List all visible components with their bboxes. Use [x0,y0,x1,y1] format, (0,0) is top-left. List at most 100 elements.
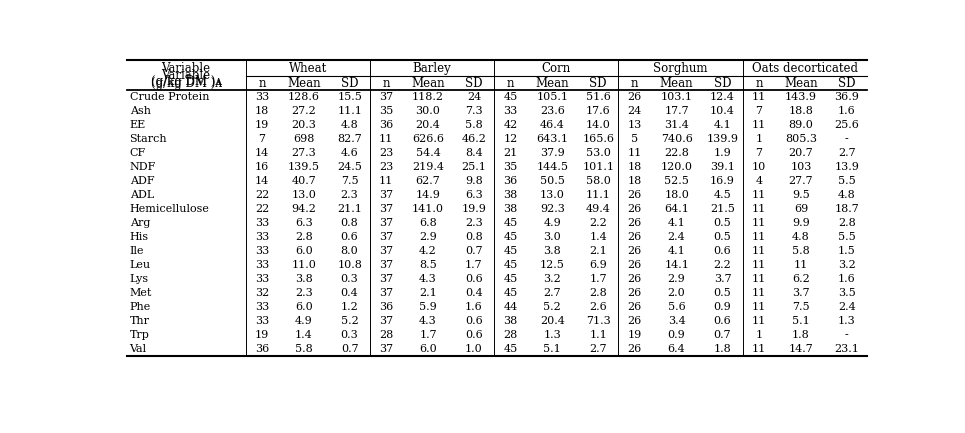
Text: 1: 1 [756,134,762,144]
Text: 2.2: 2.2 [713,260,731,270]
Text: 4.8: 4.8 [341,120,358,130]
Text: 38: 38 [504,317,517,326]
Text: 38: 38 [504,191,517,200]
Text: 139.5: 139.5 [288,162,319,172]
Text: 52.5: 52.5 [664,176,689,186]
Text: 46.4: 46.4 [539,120,565,130]
Text: Sorghum: Sorghum [653,62,708,75]
Text: 37: 37 [379,233,394,242]
Text: Corn: Corn [541,62,571,75]
Text: 8.4: 8.4 [465,149,482,158]
Text: Oats decorticated: Oats decorticated [752,62,858,75]
Text: 2.0: 2.0 [668,288,685,298]
Text: 4.8: 4.8 [838,191,856,200]
Text: 51.6: 51.6 [586,92,611,102]
Text: 9.5: 9.5 [792,191,810,200]
Text: 10.8: 10.8 [337,260,362,270]
Text: 11: 11 [752,233,766,242]
Text: Crude Protein: Crude Protein [129,92,209,102]
Text: 3.7: 3.7 [792,288,810,298]
Text: 11: 11 [752,191,766,200]
Text: 58.0: 58.0 [586,176,611,186]
Text: 92.3: 92.3 [539,204,565,214]
Text: 2.1: 2.1 [419,288,437,298]
Text: 26: 26 [627,191,642,200]
Text: 0.9: 0.9 [713,302,731,312]
Text: 24: 24 [467,92,481,102]
Text: 0.8: 0.8 [341,218,358,228]
Text: 6.4: 6.4 [668,344,685,354]
Text: 71.3: 71.3 [586,317,611,326]
Text: 33: 33 [504,107,517,116]
Text: 37: 37 [379,92,394,102]
Text: 144.5: 144.5 [537,162,568,172]
Text: 37: 37 [379,246,394,256]
Text: Ile: Ile [129,246,144,256]
Text: 101.1: 101.1 [582,162,614,172]
Text: 1.6: 1.6 [465,302,482,312]
Text: 8.0: 8.0 [341,246,358,256]
Text: SD: SD [341,77,358,90]
Text: 643.1: 643.1 [537,134,568,144]
Text: 2.7: 2.7 [590,344,607,354]
Text: 1.9: 1.9 [713,149,731,158]
Text: 5.2: 5.2 [543,302,562,312]
Text: 141.0: 141.0 [412,204,444,214]
Text: 18: 18 [627,176,642,186]
Text: ADL: ADL [129,191,153,200]
Text: 46.2: 46.2 [461,134,486,144]
Text: 3.2: 3.2 [838,260,856,270]
Text: 5.6: 5.6 [668,302,685,312]
Text: 1.7: 1.7 [590,275,607,284]
Text: 2.2: 2.2 [590,218,607,228]
Text: 2.4: 2.4 [668,233,685,242]
Text: 89.0: 89.0 [788,120,813,130]
Text: 20.3: 20.3 [291,120,317,130]
Text: 23: 23 [379,162,394,172]
Text: 1.3: 1.3 [543,330,562,340]
Text: Lys: Lys [129,275,149,284]
Text: 39.1: 39.1 [710,162,735,172]
Text: 37: 37 [379,191,394,200]
Text: 37: 37 [379,344,394,354]
Text: 20.7: 20.7 [788,149,813,158]
Text: Leu: Leu [129,260,151,270]
Text: 54.4: 54.4 [416,149,440,158]
Text: 626.6: 626.6 [412,134,444,144]
Text: 26: 26 [627,260,642,270]
Text: Arg: Arg [129,218,150,228]
Text: 11: 11 [752,92,766,102]
Text: 4.1: 4.1 [668,218,685,228]
Text: 24.5: 24.5 [337,162,362,172]
Text: 3.8: 3.8 [295,275,313,284]
Text: 4.6: 4.6 [341,149,358,158]
Text: 4.1: 4.1 [713,120,731,130]
Text: 120.0: 120.0 [661,162,693,172]
Text: Mean: Mean [785,77,817,90]
Text: 7.3: 7.3 [465,107,482,116]
Text: 27.3: 27.3 [291,149,317,158]
Text: n: n [756,77,762,90]
Text: 27.7: 27.7 [788,176,813,186]
Text: 4.9: 4.9 [295,317,313,326]
Text: 8.5: 8.5 [419,260,437,270]
Text: 11: 11 [752,344,766,354]
Text: 13: 13 [627,120,642,130]
Text: 21: 21 [504,149,517,158]
Text: 0.7: 0.7 [714,330,731,340]
Text: 0.6: 0.6 [341,233,358,242]
Text: 0.7: 0.7 [465,246,482,256]
Text: 33: 33 [255,275,269,284]
Text: 22.8: 22.8 [664,149,689,158]
Text: 0.7: 0.7 [341,344,358,354]
Text: 18: 18 [627,162,642,172]
Text: 11: 11 [752,260,766,270]
Text: 5.8: 5.8 [792,246,810,256]
Text: Mean: Mean [287,77,320,90]
Text: 14.7: 14.7 [788,344,813,354]
Text: 2.8: 2.8 [838,218,856,228]
Text: 64.1: 64.1 [664,204,689,214]
Text: n: n [382,77,390,90]
Text: (g/kg DM )ᴀ: (g/kg DM )ᴀ [151,77,222,90]
Text: 7: 7 [756,149,762,158]
